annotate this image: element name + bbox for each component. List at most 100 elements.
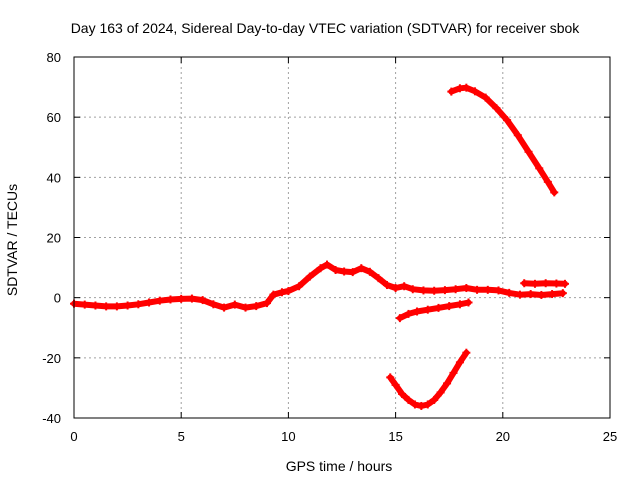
data-point	[443, 379, 452, 388]
data-point	[462, 348, 471, 357]
data-point	[198, 296, 207, 305]
data-point	[548, 290, 557, 299]
data-point	[515, 290, 524, 299]
data-point	[455, 300, 464, 309]
data-point	[262, 299, 271, 308]
data-point	[530, 279, 539, 288]
data-point	[348, 268, 357, 277]
data-point	[395, 314, 404, 323]
x-tick-label: 0	[70, 429, 77, 444]
data-point	[91, 301, 100, 310]
data-point	[80, 300, 89, 309]
y-tick-label: -20	[42, 351, 61, 366]
data-point	[419, 286, 428, 295]
data-point	[277, 288, 286, 297]
data-point	[473, 285, 482, 294]
y-tick-label: 80	[47, 50, 61, 65]
data-point	[410, 400, 419, 409]
data-point	[209, 300, 218, 309]
data-point	[155, 296, 164, 305]
data-point	[537, 290, 546, 299]
data-point	[430, 395, 439, 404]
data-point	[552, 279, 561, 288]
data-point	[436, 388, 445, 397]
x-tick-label: 20	[496, 429, 510, 444]
data-point	[541, 279, 550, 288]
data-point	[560, 279, 569, 288]
data-point	[423, 400, 432, 409]
data-point	[166, 295, 175, 304]
data-point	[177, 294, 186, 303]
data-point	[483, 285, 492, 294]
chart-title: Day 163 of 2024, Sidereal Day-to-day VTE…	[71, 20, 581, 36]
data-point	[408, 285, 417, 294]
data-point	[391, 380, 400, 389]
data-point	[470, 87, 479, 96]
data-point	[481, 93, 490, 102]
data-point	[404, 395, 413, 404]
x-axis-label: GPS time / hours	[286, 458, 393, 474]
data-point	[434, 303, 443, 312]
data-point	[423, 305, 432, 314]
data-point	[558, 289, 567, 298]
data-point	[123, 301, 132, 310]
data-point	[520, 279, 529, 288]
data-point	[550, 188, 559, 197]
data-point	[445, 302, 454, 311]
data-point	[374, 274, 383, 283]
data-point	[316, 264, 325, 273]
data-point	[269, 290, 278, 299]
data-point	[391, 284, 400, 293]
data-point	[462, 284, 471, 293]
data-point	[524, 147, 533, 156]
data-point	[413, 307, 422, 316]
x-tick-label: 25	[603, 429, 617, 444]
data-point	[252, 302, 261, 311]
data-point	[230, 300, 239, 309]
ticks: 0 5 10 15 20 25 -40 -20 0 20 40 60 80	[42, 50, 617, 444]
data-point	[464, 298, 473, 307]
y-axis-label: SDTVAR / TECUs	[4, 184, 20, 296]
data-point	[398, 389, 407, 398]
data-point	[455, 358, 464, 367]
data-point	[322, 260, 331, 269]
data-point	[340, 267, 349, 276]
data-point	[383, 281, 392, 290]
data-point	[417, 401, 426, 410]
data-point	[451, 285, 460, 294]
data-point	[220, 303, 229, 312]
data-point	[102, 302, 111, 311]
data-point	[145, 298, 154, 307]
data-point	[404, 309, 413, 318]
data-point	[295, 282, 304, 291]
data-point	[305, 272, 314, 281]
data-point	[535, 164, 544, 173]
data-point	[284, 287, 293, 296]
data-point	[492, 104, 501, 113]
data-point	[449, 368, 458, 377]
x-tick-label: 15	[388, 429, 402, 444]
data-series	[70, 83, 569, 410]
data-point	[134, 300, 143, 309]
y-tick-label: 0	[54, 291, 61, 306]
x-tick-label: 5	[178, 429, 185, 444]
data-point	[365, 267, 374, 276]
y-tick-label: 60	[47, 110, 61, 125]
data-point	[187, 294, 196, 303]
data-point	[447, 87, 456, 96]
data-point	[505, 288, 514, 297]
data-point	[526, 290, 535, 299]
data-point	[543, 177, 552, 186]
data-point	[386, 373, 395, 382]
data-point	[331, 265, 340, 274]
data-point	[241, 303, 250, 312]
data-point	[513, 131, 522, 140]
x-tick-label: 10	[281, 429, 295, 444]
data-point	[494, 286, 503, 295]
data-point	[430, 286, 439, 295]
y-tick-label: 20	[47, 231, 61, 246]
data-point	[462, 83, 471, 92]
y-tick-label: 40	[47, 170, 61, 185]
data-point	[400, 282, 409, 291]
